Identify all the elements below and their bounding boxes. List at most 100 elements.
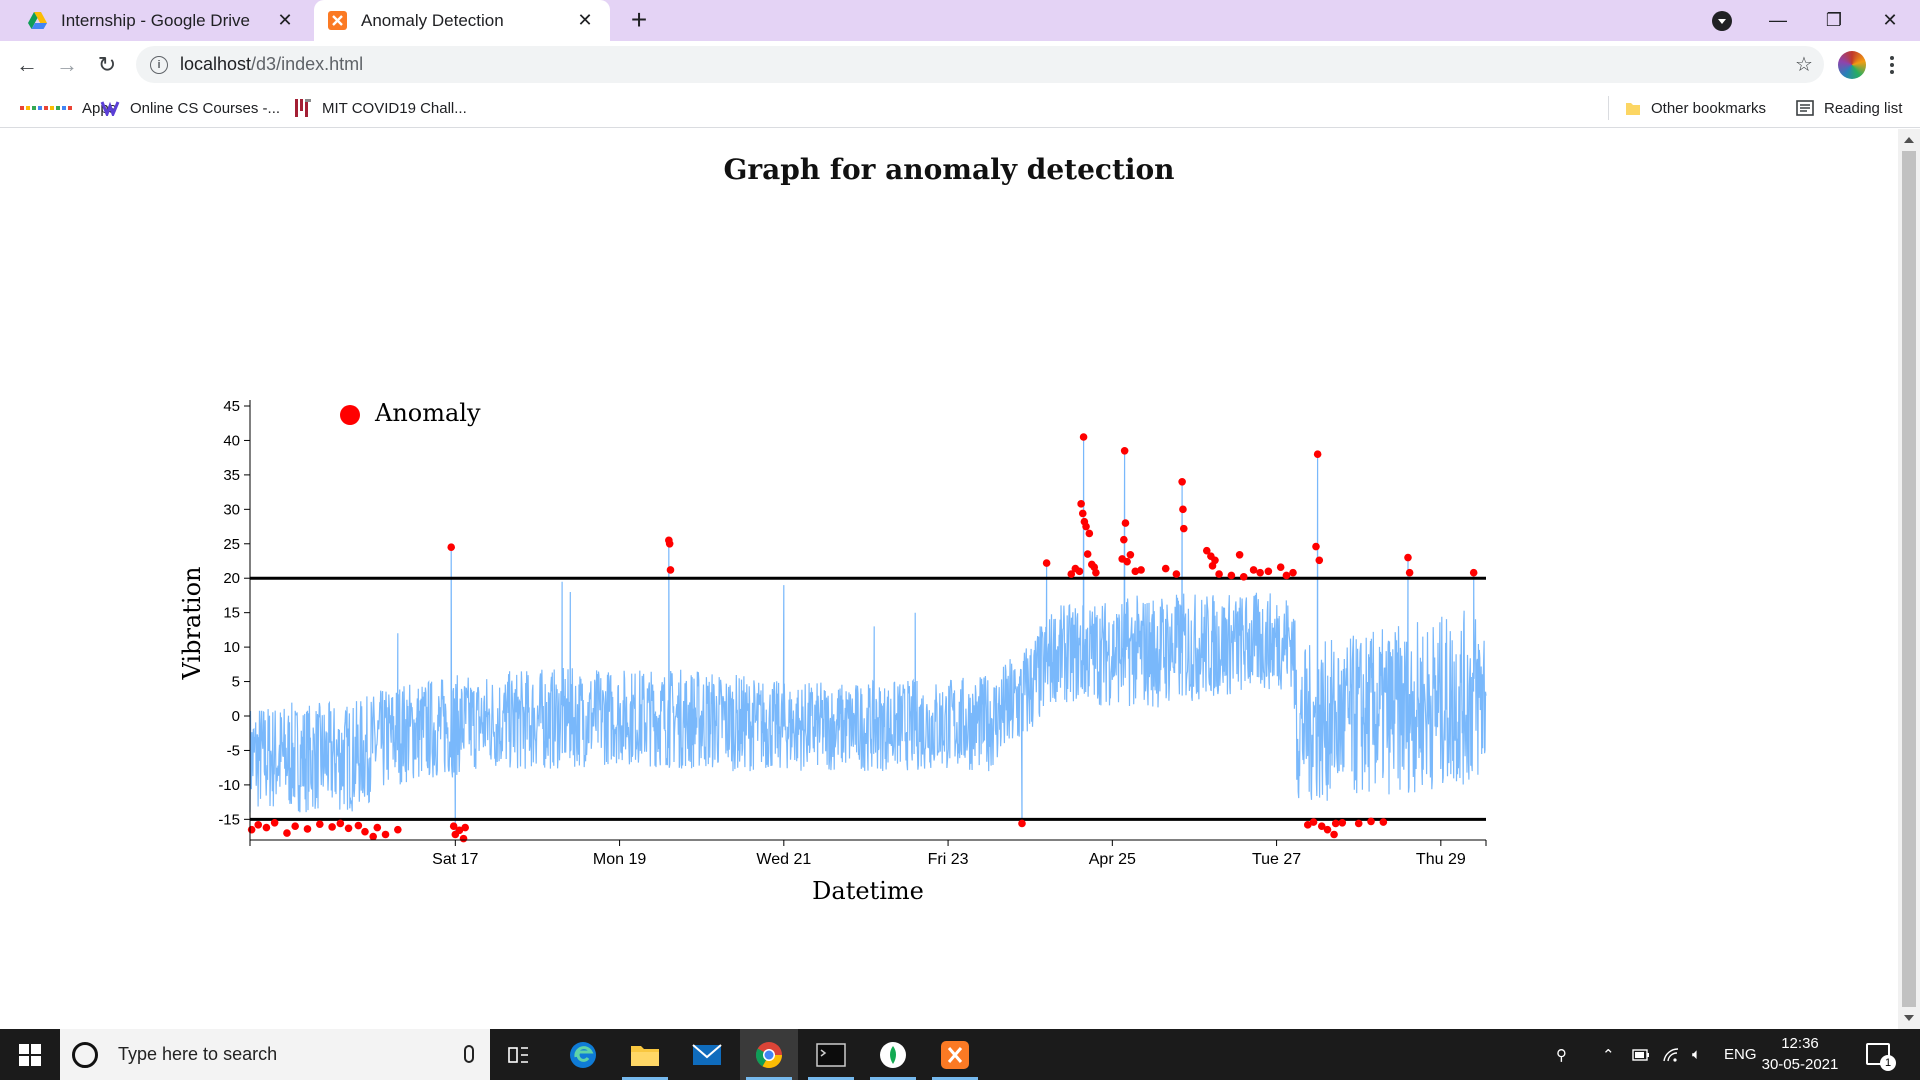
anomaly-point bbox=[1312, 542, 1320, 551]
edge-icon bbox=[570, 1041, 596, 1068]
close-tab-icon[interactable]: ✕ bbox=[277, 10, 293, 30]
y-tick-label: 40 bbox=[223, 432, 240, 449]
tab-google-drive[interactable]: Internship - Google Drive ✕ bbox=[14, 0, 310, 41]
page-scrollbar[interactable] bbox=[1898, 129, 1920, 1029]
close-window-button[interactable]: ✕ bbox=[1882, 10, 1898, 30]
taskbar-mongodb[interactable] bbox=[864, 1029, 922, 1080]
y-tick-label: 10 bbox=[223, 639, 240, 656]
anomaly-point bbox=[344, 824, 353, 833]
browser-menu-icon[interactable] bbox=[1882, 51, 1902, 79]
back-button[interactable]: ← bbox=[16, 52, 38, 77]
x-tick-label: Tue 27 bbox=[1252, 851, 1301, 868]
site-info-icon[interactable]: i bbox=[150, 55, 168, 74]
taskbar-clock[interactable]: 12:36 30-05-2021 bbox=[1760, 1033, 1840, 1075]
anomaly-point bbox=[1331, 819, 1340, 828]
anomaly-point bbox=[1067, 570, 1076, 578]
anomaly-point bbox=[1330, 830, 1338, 839]
anomaly-point bbox=[1404, 553, 1412, 562]
restore-button[interactable]: ❐ bbox=[1825, 10, 1843, 30]
anomaly-point bbox=[381, 830, 390, 839]
show-hidden-icons[interactable]: ⌃ bbox=[1602, 1046, 1615, 1064]
anomaly-point bbox=[1179, 505, 1187, 514]
scroll-down-arrow[interactable] bbox=[1904, 1015, 1914, 1021]
anomaly-point bbox=[1309, 818, 1318, 826]
x-axis-label: Datetime bbox=[812, 877, 924, 905]
taskbar-terminal[interactable] bbox=[802, 1029, 860, 1080]
bookmarks-bar: Apps Online CS Courses -... MIT COVID19 … bbox=[0, 88, 1920, 128]
bookmark-other-bookmarks[interactable]: Other bookmarks bbox=[1625, 88, 1766, 128]
bookmarks-divider bbox=[1608, 96, 1609, 120]
url-host: localhost bbox=[180, 54, 252, 74]
notification-count: 1 bbox=[1880, 1055, 1896, 1071]
anomaly-point bbox=[1092, 568, 1100, 577]
bookmark-online-cs-courses[interactable]: Online CS Courses -... bbox=[100, 88, 280, 128]
anomaly-point bbox=[1078, 509, 1087, 518]
reload-button[interactable]: ↻ bbox=[97, 52, 117, 77]
taskbar-xampp[interactable] bbox=[926, 1029, 984, 1080]
mongodb-icon bbox=[880, 1041, 906, 1068]
anomaly-point bbox=[1313, 450, 1322, 459]
anomaly-point bbox=[455, 826, 464, 835]
taskbar-search-box[interactable]: Type here to search bbox=[60, 1029, 490, 1080]
taskbar-edge[interactable] bbox=[554, 1029, 612, 1080]
anomaly-point bbox=[1289, 568, 1297, 577]
taskbar-file-explorer[interactable] bbox=[616, 1029, 674, 1080]
legend-anomaly-marker bbox=[340, 405, 360, 425]
anomaly-point bbox=[1126, 551, 1135, 559]
taskbar-chrome[interactable] bbox=[740, 1029, 798, 1080]
volume-icon[interactable]: 🔈︎ bbox=[1692, 1046, 1702, 1063]
task-view-icon bbox=[508, 1046, 528, 1063]
x-tick-label: Wed 21 bbox=[756, 851, 811, 868]
anomaly-point bbox=[1085, 529, 1094, 538]
anomaly-point bbox=[394, 825, 402, 834]
mit-logo-icon bbox=[294, 99, 312, 117]
new-tab-button[interactable]: + bbox=[630, 4, 648, 35]
anomaly-point bbox=[1121, 519, 1130, 527]
online-cs-courses-icon bbox=[100, 100, 120, 116]
bookmark-star-icon[interactable]: ☆ bbox=[1795, 54, 1813, 76]
folder-icon bbox=[631, 1045, 659, 1066]
anomaly-point bbox=[1256, 568, 1264, 577]
language-indicator[interactable]: ENG bbox=[1724, 1046, 1757, 1063]
tab-search-icon[interactable] bbox=[1712, 11, 1732, 31]
y-tick-label: 45 bbox=[223, 398, 240, 415]
anomaly-point bbox=[1276, 563, 1285, 571]
anomaly-point bbox=[270, 818, 279, 827]
y-tick-label: 15 bbox=[223, 605, 240, 622]
address-bar[interactable]: i localhost/d3/index.html ☆ bbox=[136, 46, 1824, 83]
task-view-button[interactable] bbox=[490, 1029, 548, 1080]
microphone-icon[interactable] bbox=[464, 1045, 474, 1063]
tab-anomaly-detection[interactable]: Anomaly Detection ✕ bbox=[314, 0, 610, 41]
xampp-icon bbox=[328, 11, 347, 30]
url-text[interactable]: localhost/d3/index.html bbox=[180, 54, 1784, 75]
start-button[interactable] bbox=[0, 1029, 60, 1080]
y-tick-label: 25 bbox=[223, 536, 240, 553]
anomaly-point bbox=[361, 827, 369, 836]
bookmark-reading-list[interactable]: Reading list bbox=[1796, 88, 1902, 128]
minimize-button[interactable]: — bbox=[1769, 10, 1787, 30]
y-tick-label: 20 bbox=[223, 570, 240, 587]
running-indicator bbox=[622, 1077, 668, 1080]
anomaly-point bbox=[1178, 477, 1186, 486]
action-center-icon[interactable]: 1 bbox=[1866, 1043, 1896, 1071]
taskbar-mail[interactable] bbox=[678, 1029, 736, 1080]
wifi-icon[interactable] bbox=[1662, 1029, 1680, 1080]
forward-button[interactable]: → bbox=[56, 52, 78, 77]
bookmark-mit-covid19[interactable]: MIT COVID19 Chall... bbox=[294, 88, 467, 128]
scroll-up-arrow[interactable] bbox=[1904, 137, 1914, 143]
vibration-series-line bbox=[249, 436, 1487, 834]
anomaly-point bbox=[666, 566, 675, 574]
anomaly-point bbox=[665, 539, 674, 548]
anomaly-point bbox=[1018, 819, 1026, 828]
battery-icon[interactable] bbox=[1632, 1029, 1650, 1080]
profile-avatar[interactable] bbox=[1838, 51, 1866, 79]
anomaly-point bbox=[303, 825, 312, 833]
anomaly-point bbox=[1079, 433, 1088, 441]
close-tab-icon[interactable]: ✕ bbox=[577, 10, 593, 30]
anomaly-point bbox=[1082, 522, 1090, 531]
people-icon[interactable]: ⚲ bbox=[1556, 1046, 1567, 1064]
anomaly-point bbox=[1367, 817, 1375, 826]
anomaly-point bbox=[1315, 556, 1324, 565]
scrollbar-thumb[interactable] bbox=[1902, 151, 1916, 1007]
y-tick-label: 0 bbox=[232, 708, 240, 725]
